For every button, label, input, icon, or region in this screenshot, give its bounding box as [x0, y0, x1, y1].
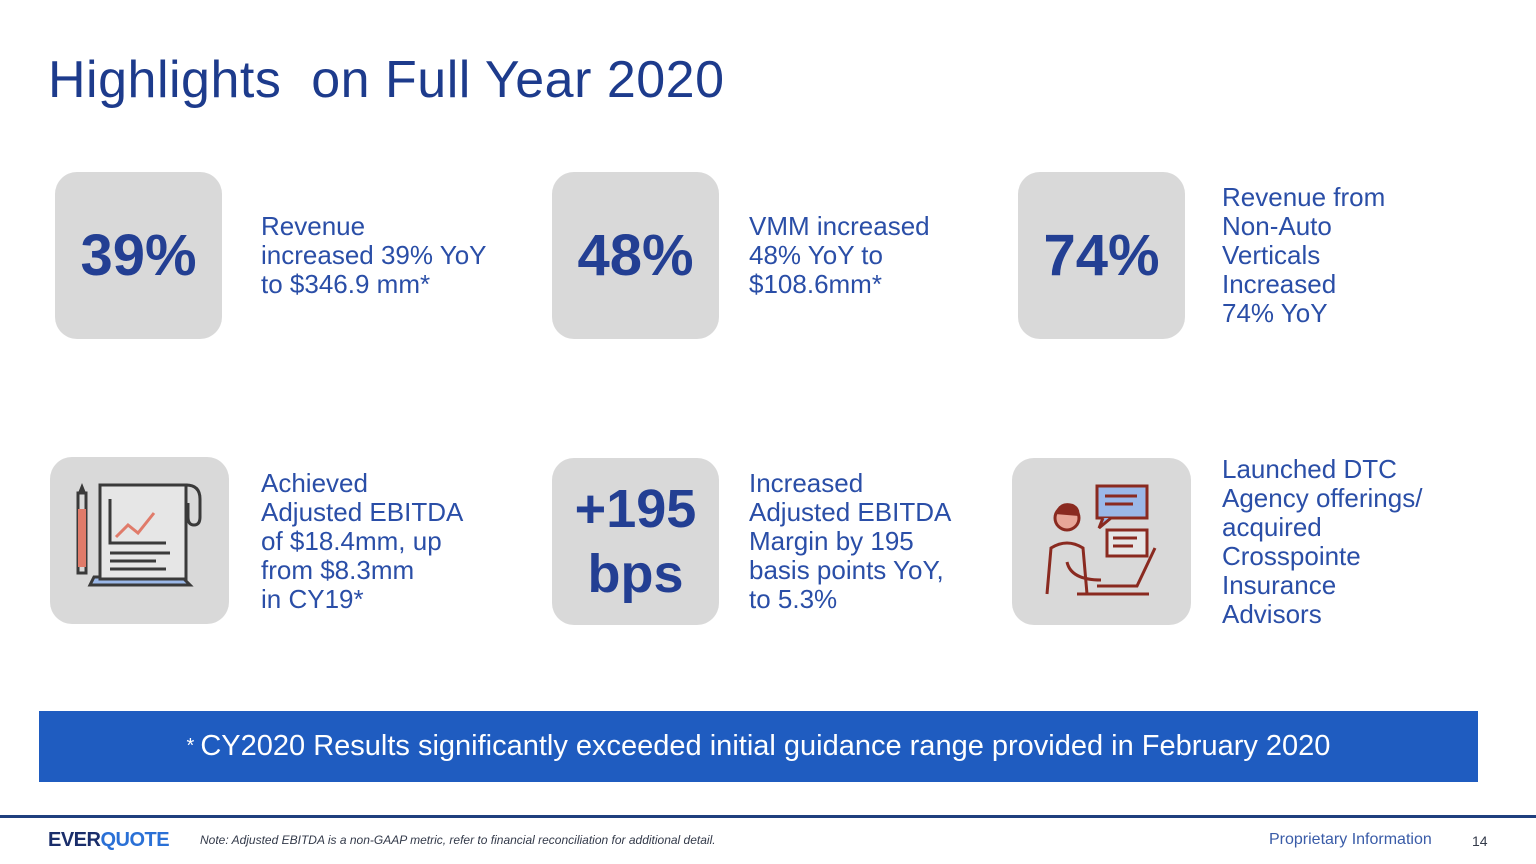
icon-tile-ebitda: [50, 457, 229, 624]
banner-text: CY2020 Results significantly exceeded in…: [200, 730, 1331, 762]
guidance-banner: * CY2020 Results significantly exceeded …: [39, 711, 1478, 782]
proprietary-label: Proprietary Information: [1269, 831, 1432, 848]
stat-tile-bps: +195 bps: [552, 458, 719, 625]
footer-note: Note: Adjusted EBITDA is a non-GAAP metr…: [200, 833, 716, 847]
stat-description-vmm: VMM increased 48% YoY to $108.6mm*: [749, 211, 930, 299]
stat-value: +195 bps: [575, 477, 697, 607]
banner-asterisk: *: [186, 735, 195, 757]
stat-description-ebitda: Achieved Adjusted EBITDA of $18.4mm, up …: [261, 468, 464, 614]
stat-description-revenue: Revenue increased 39% YoY to $346.9 mm*: [261, 211, 487, 299]
logo-part-quote: QUOTE: [100, 829, 170, 851]
page-number: 14: [1472, 833, 1488, 849]
stat-value: 39%: [80, 222, 197, 288]
stat-description-margin: Increased Adjusted EBITDA Margin by 195 …: [749, 468, 952, 614]
stat-description-dtc: Launched DTC Agency offerings/ acquired …: [1222, 454, 1423, 629]
stat-value: 74%: [1043, 222, 1160, 288]
stat-value: 48%: [577, 222, 694, 288]
footer-divider: [0, 815, 1536, 818]
stat-tile-non-auto: 74%: [1018, 172, 1185, 339]
company-logo: EVERQUOTE: [48, 829, 170, 852]
stat-tile-vmm: 48%: [552, 172, 719, 339]
stat-value-line2: bps: [587, 543, 684, 604]
report-chart-icon: [70, 481, 210, 601]
icon-tile-dtc: [1012, 458, 1191, 625]
page-title: Highlights on Full Year 2020: [48, 51, 725, 109]
stat-description-non-auto: Revenue from Non-Auto Verticals Increase…: [1222, 182, 1386, 328]
person-laptop-chat-icon: [1037, 482, 1167, 602]
logo-part-ever: EVER: [48, 829, 101, 851]
stat-value-line1: +195: [574, 478, 697, 539]
stat-tile-revenue: 39%: [55, 172, 222, 339]
